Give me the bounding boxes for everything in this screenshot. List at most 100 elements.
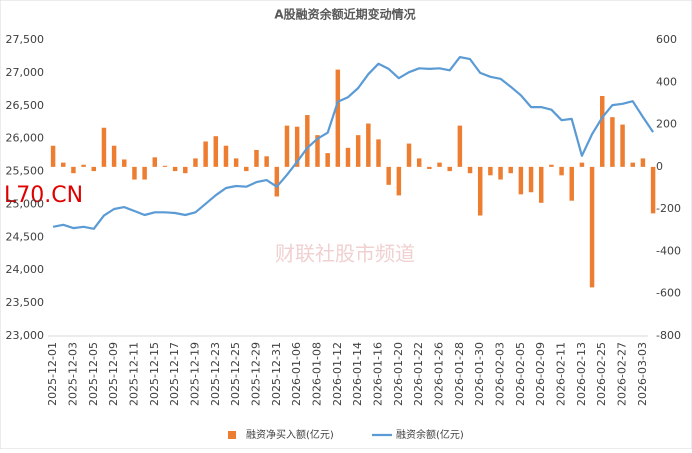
x-tick-label: 2026-02-27: [616, 342, 629, 406]
bar: [528, 166, 534, 193]
bar: [386, 166, 391, 185]
y-tick-label: 26,500: [6, 99, 45, 112]
bar: [274, 166, 280, 197]
bar: [538, 166, 544, 203]
y-tick-label: 27,000: [6, 66, 45, 79]
y2-tick-label: 600: [656, 33, 677, 46]
x-tick-label: 2026-01-08: [310, 342, 323, 406]
bar: [305, 115, 310, 167]
bar: [447, 166, 452, 172]
legend-label: 融资余额(亿元): [396, 428, 464, 441]
bar: [203, 141, 208, 167]
x-tick-label: 2026-01-06: [290, 342, 303, 406]
y-tick-label: 27,500: [6, 33, 45, 46]
bar: [518, 166, 524, 195]
bar: [640, 158, 646, 167]
bar: [589, 166, 595, 288]
bar: [600, 96, 605, 167]
bar: [650, 166, 656, 214]
x-tick-label: 2026-02-09: [534, 342, 547, 406]
bar: [61, 162, 66, 167]
y-tick-label: 25,500: [6, 165, 45, 178]
x-tick-label: 2025-12-17: [168, 342, 181, 406]
bar: [396, 166, 402, 196]
bar: [427, 166, 432, 169]
bar: [142, 166, 147, 180]
bar: [498, 166, 503, 180]
x-tick-label: 2026-01-16: [372, 342, 385, 406]
bar: [457, 125, 463, 167]
bar: [213, 136, 219, 167]
x-tick-label: 2025-12-23: [209, 342, 222, 406]
bar: [416, 158, 422, 167]
bar: [610, 117, 615, 167]
y-tick-label: 24,000: [6, 263, 45, 276]
bar: [101, 127, 107, 167]
legend-label: 融资净买入额(亿元): [246, 428, 334, 441]
x-tick-label: 2026-01-28: [453, 342, 466, 406]
bar: [223, 145, 229, 167]
x-tick-label: 2025-12-15: [148, 342, 161, 406]
bar: [264, 156, 269, 167]
overlay-text: L70.CN: [4, 183, 83, 208]
bar: [315, 135, 320, 167]
bar: [132, 166, 137, 180]
x-tick-label: 2025-12-19: [188, 342, 201, 406]
bar: [294, 126, 300, 167]
watermark: 财联社股市频道: [275, 242, 415, 266]
bar: [569, 166, 574, 201]
x-tick-label: 2026-02-13: [575, 342, 588, 406]
x-tick-label: 2025-12-31: [270, 342, 283, 406]
x-tick-label: 2026-02-25: [595, 342, 608, 406]
bar: [488, 166, 493, 176]
legend-swatch: [228, 431, 236, 439]
bar: [254, 149, 259, 167]
bar: [172, 166, 178, 172]
x-tick-label: 2026-01-20: [392, 342, 405, 406]
x-tick-label: 2026-01-30: [473, 342, 486, 406]
y-tick-label: 24,500: [6, 230, 45, 243]
bar: [233, 158, 239, 167]
y2-tick-label: 0: [656, 160, 663, 173]
x-tick-label: 2026-01-22: [412, 342, 425, 406]
bar: [630, 162, 635, 167]
x-tick-label: 2026-01-26: [433, 342, 446, 406]
x-tick-label: 2025-12-01: [46, 342, 59, 406]
bar: [579, 162, 585, 167]
y2-tick-label: -200: [656, 202, 681, 215]
y-tick-label: 23,500: [6, 296, 45, 309]
bar: [193, 158, 198, 167]
y2-tick-label: 400: [656, 75, 677, 88]
x-tick-label: 2025-12-25: [229, 342, 242, 406]
x-tick-label: 2026-02-11: [555, 342, 568, 406]
bar: [162, 165, 168, 167]
y2-tick-label: 200: [656, 118, 677, 131]
x-tick-label: 2026-01-14: [351, 342, 364, 406]
x-tick-label: 2026-02-05: [514, 342, 527, 406]
y-tick-label: 26,000: [6, 132, 45, 145]
bar: [244, 166, 249, 172]
bar: [467, 166, 473, 174]
x-tick-label: 2026-01-12: [331, 342, 344, 406]
y-tick-label: 25,000: [6, 197, 45, 210]
bar: [559, 166, 564, 176]
chart-title: A股融资余额近期变动情况: [274, 7, 415, 22]
bar: [91, 166, 96, 172]
bar: [477, 166, 483, 216]
bar: [406, 143, 412, 167]
bar: [366, 123, 371, 167]
bar: [122, 159, 127, 167]
bar: [335, 69, 341, 167]
bar: [508, 166, 513, 174]
bar: [183, 166, 188, 174]
x-tick-label: 2025-12-03: [66, 342, 79, 406]
y-tick-label: 23,000: [6, 329, 45, 342]
x-tick-label: 2026-02-03: [494, 342, 507, 406]
bar: [325, 153, 330, 167]
line: [52, 56, 655, 230]
x-tick-label: 2025-12-05: [87, 342, 100, 406]
bar: [111, 145, 117, 167]
bar: [376, 139, 381, 167]
